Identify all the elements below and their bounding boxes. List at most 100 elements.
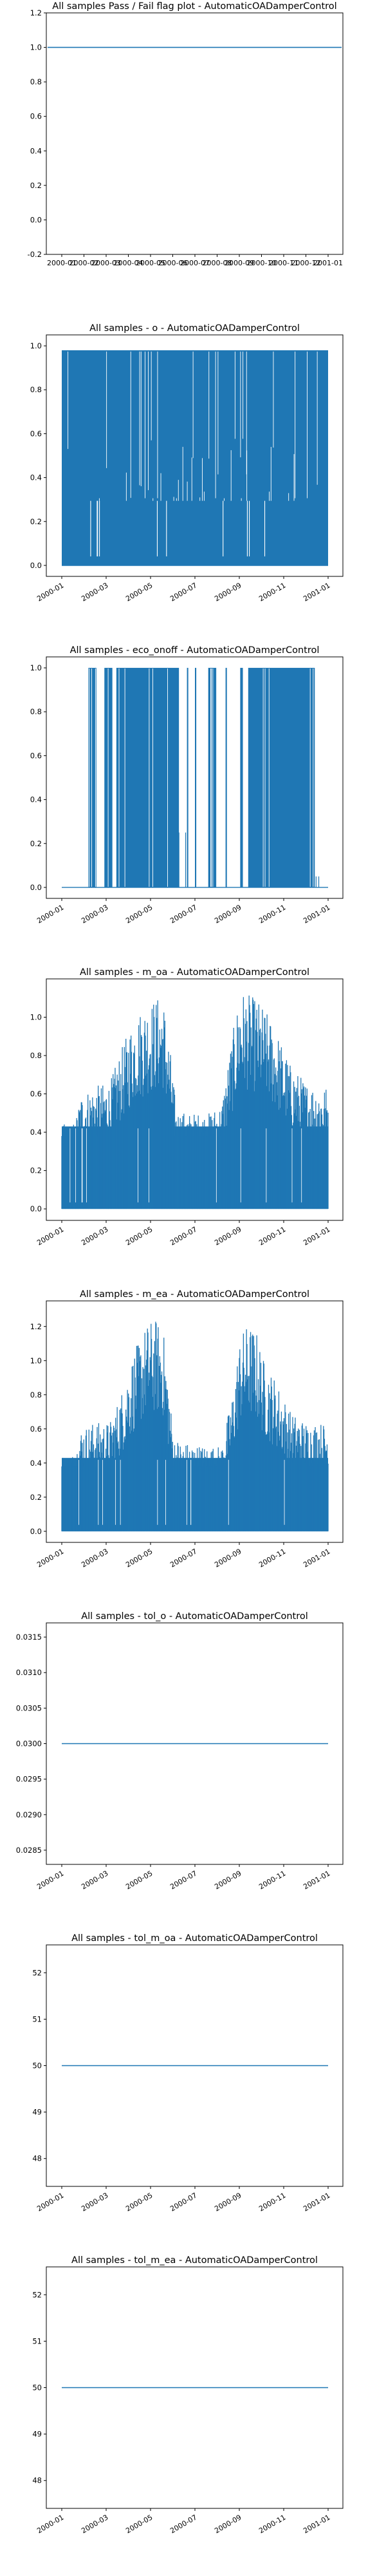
x-tick-label: 2000-05 <box>124 581 154 603</box>
x-tick-label: 2000-09 <box>213 2191 243 2213</box>
x-tick-label: 2000-05 <box>124 1869 154 1891</box>
x-tick-label: 2000-02 <box>69 259 99 267</box>
x-tick-label: 2000-01 <box>35 1869 65 1891</box>
chart-title: All samples - m_oa - AutomaticOADamperCo… <box>80 967 309 978</box>
x-tick-label: 2001-01 <box>302 903 331 925</box>
x-tick-label: 2000-09 <box>225 259 254 267</box>
x-tick-label: 2000-01 <box>35 903 65 925</box>
x-tick-label: 2000-05 <box>124 2191 154 2213</box>
y-tick-label: 0.2 <box>30 1493 42 1502</box>
y-tick-label: 1.0 <box>30 43 42 52</box>
series-group <box>62 350 328 566</box>
y-tick-label: 0.0310 <box>16 1668 42 1677</box>
chart-title: All samples Pass / Fail flag plot - Auto… <box>52 1 336 12</box>
y-tick-label: 0.6 <box>30 112 42 121</box>
y-tick-label: 50 <box>32 2061 42 2070</box>
x-tick-label: 2000-01 <box>35 2191 65 2213</box>
y-tick-label: 1.2 <box>30 8 42 17</box>
x-tick-label: 2001-01 <box>302 2513 331 2535</box>
series-block <box>240 668 243 887</box>
x-tick-label: 2000-06 <box>158 259 188 267</box>
y-tick-label: 0.4 <box>30 473 42 482</box>
chart-title: All samples - tol_o - AutomaticOADamperC… <box>81 1611 308 1622</box>
y-tick-label: 1.0 <box>30 341 42 350</box>
x-tick-label: 2000-07 <box>169 903 198 925</box>
x-tick-label: 2001-01 <box>302 581 331 603</box>
chart-panel: All samples - m_ea - AutomaticOADamperCo… <box>30 1289 344 1569</box>
y-tick-label: 49 <box>32 2430 42 2439</box>
x-tick-label: 2000-03 <box>80 1547 109 1569</box>
y-tick-label: 0.6 <box>30 1090 42 1099</box>
x-tick-label: 2001-01 <box>302 1869 331 1891</box>
y-tick-label: 0.0315 <box>16 1633 42 1642</box>
x-tick-label: 2000-04 <box>114 259 143 267</box>
y-tick-label: 0.0300 <box>16 1739 42 1748</box>
y-tick-label: 0.8 <box>30 1390 42 1399</box>
x-tick-label: 2000-05 <box>136 259 165 267</box>
y-tick-label: 51 <box>32 2014 42 2023</box>
x-tick-label: 2000-01 <box>35 2513 65 2535</box>
y-tick-label: 0.8 <box>30 1051 42 1060</box>
axes-frame <box>46 12 344 255</box>
x-tick-label: 2000-03 <box>91 259 121 267</box>
y-tick-label: -0.2 <box>28 250 42 259</box>
x-tick-label: 2000-05 <box>124 903 154 925</box>
x-tick-label: 2000-07 <box>169 2513 198 2535</box>
x-tick-label: 2000-07 <box>180 259 210 267</box>
x-tick-label: 2000-01 <box>47 259 77 267</box>
series-block <box>195 668 197 887</box>
x-tick-label: 2000-07 <box>169 1547 198 1569</box>
x-tick-label: 2000-12 <box>291 259 321 267</box>
y-tick-label: 0.0285 <box>16 1846 42 1855</box>
series-group <box>61 1321 329 1531</box>
x-tick-label: 2000-09 <box>213 1547 243 1569</box>
y-tick-label: 49 <box>32 2108 42 2117</box>
x-tick-label: 2001-01 <box>313 259 343 267</box>
chart-panel: All samples - tol_m_oa - AutomaticOADamp… <box>32 1933 344 2213</box>
chart-panel: All samples - eco_onoff - AutomaticOADam… <box>30 645 344 925</box>
series-block <box>225 668 227 887</box>
x-tick-label: 2000-01 <box>35 581 65 603</box>
y-tick-label: 0.4 <box>30 1459 42 1468</box>
x-tick-label: 2001-01 <box>302 1225 331 1247</box>
y-tick-label: 0.0 <box>30 1204 42 1213</box>
y-tick-label: 1.0 <box>30 1013 42 1022</box>
x-tick-label: 2000-11 <box>269 259 299 267</box>
series-group <box>62 668 328 888</box>
x-tick-label: 2000-05 <box>124 2513 154 2535</box>
series-block <box>208 668 217 887</box>
x-tick-label: 2000-07 <box>169 2191 198 2213</box>
x-tick-label: 2000-07 <box>169 581 198 603</box>
series-area <box>62 350 328 565</box>
chart-title: All samples - tol_m_oa - AutomaticOADamp… <box>71 1933 318 1944</box>
x-tick-label: 2000-03 <box>80 903 109 925</box>
x-tick-label: 2000-09 <box>213 2513 243 2535</box>
x-tick-label: 2000-09 <box>213 1225 243 1247</box>
y-tick-label: 0.6 <box>30 429 42 438</box>
y-tick-label: 0.4 <box>30 795 42 804</box>
chart-title: All samples - eco_onoff - AutomaticOADam… <box>70 645 320 656</box>
chart-panel: All samples - tol_m_ea - AutomaticOADamp… <box>32 2255 344 2535</box>
y-tick-label: 0.4 <box>30 1128 42 1137</box>
x-tick-label: 2000-11 <box>257 903 287 925</box>
y-tick-label: 1.0 <box>30 1356 42 1365</box>
series-block <box>187 668 188 887</box>
x-tick-label: 2000-09 <box>213 1869 243 1891</box>
x-tick-label: 2001-01 <box>302 1547 331 1569</box>
series-block <box>88 668 96 887</box>
x-tick-label: 2000-01 <box>35 1225 65 1247</box>
y-tick-label: 0.0305 <box>16 1703 42 1712</box>
y-tick-label: 52 <box>32 1968 42 1977</box>
x-tick-label: 2000-09 <box>213 903 243 925</box>
y-tick-label: 0.2 <box>30 1166 42 1175</box>
y-tick-label: 51 <box>32 2336 42 2345</box>
x-tick-label: 2000-03 <box>80 1225 109 1247</box>
y-tick-label: 1.2 <box>30 1322 42 1331</box>
x-tick-label: 2000-03 <box>80 2513 109 2535</box>
x-tick-label: 2001-01 <box>302 2191 331 2213</box>
x-tick-label: 2000-07 <box>169 1869 198 1891</box>
chart-panel: All samples Pass / Fail flag plot - Auto… <box>28 1 344 267</box>
x-tick-label: 2000-05 <box>124 1225 154 1247</box>
x-tick-label: 2000-03 <box>80 1869 109 1891</box>
